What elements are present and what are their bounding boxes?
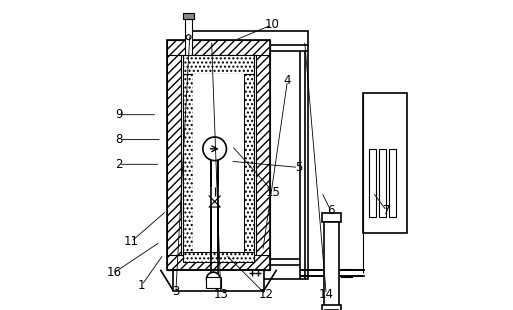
Bar <box>322 213 342 222</box>
Text: 6: 6 <box>327 204 334 217</box>
Text: 16: 16 <box>106 266 122 279</box>
Text: 3: 3 <box>172 285 180 298</box>
Bar <box>167 40 182 270</box>
Bar <box>183 55 254 74</box>
Bar <box>379 149 386 217</box>
Text: 9: 9 <box>115 108 122 121</box>
Bar <box>183 13 194 19</box>
Text: 2: 2 <box>115 158 122 171</box>
Bar <box>206 277 221 288</box>
Text: 13: 13 <box>213 288 228 301</box>
Bar <box>183 252 254 262</box>
Circle shape <box>203 137 226 161</box>
Bar <box>185 19 192 55</box>
Text: 4: 4 <box>284 74 291 87</box>
Text: 15: 15 <box>266 186 281 199</box>
Text: 8: 8 <box>115 133 122 146</box>
Bar <box>167 255 270 270</box>
Text: 1: 1 <box>138 279 146 292</box>
Bar <box>193 74 244 252</box>
Circle shape <box>186 35 191 40</box>
Bar <box>173 270 264 291</box>
Bar <box>167 40 270 55</box>
Bar <box>324 222 339 307</box>
Bar <box>255 40 270 270</box>
Bar <box>322 305 342 310</box>
Bar <box>190 31 308 279</box>
Text: 14: 14 <box>319 288 334 301</box>
Text: 11: 11 <box>124 235 139 248</box>
Text: 12: 12 <box>259 288 273 301</box>
Circle shape <box>207 272 220 286</box>
Bar <box>363 93 407 232</box>
Text: 7: 7 <box>383 204 390 217</box>
Bar <box>389 149 396 217</box>
Bar <box>369 149 376 217</box>
Bar <box>244 74 254 253</box>
Bar <box>183 74 193 253</box>
Bar <box>167 40 270 270</box>
Text: 5: 5 <box>294 161 302 174</box>
Text: 10: 10 <box>265 18 280 31</box>
Bar <box>167 40 270 270</box>
